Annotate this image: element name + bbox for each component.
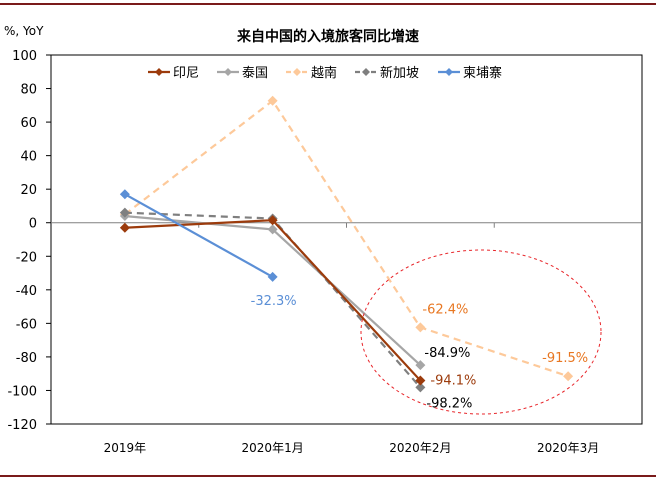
series-line-柬埔寨 [124,193,274,278]
legend-label: 新加坡 [380,65,419,81]
y-tick-label: -60 [16,317,37,332]
data-label: -94.1% [430,374,476,389]
data-point-印尼 [267,215,278,226]
y-tick-label: -80 [16,351,37,366]
legend-marker-印尼 [155,68,163,76]
x-tick-label: 2020年1月 [242,441,304,455]
data-point-柬埔寨 [267,271,278,282]
legend-label: 柬埔寨 [463,65,502,81]
top-rule [0,3,656,5]
legend-marker-柬埔寨 [445,68,453,76]
x-tick-label: 2020年3月 [537,441,599,455]
legend-label: 泰国 [242,66,268,81]
y-tick-label: 0 [29,217,37,232]
data-label: -32.3% [251,294,297,309]
y-tick-label: 20 [20,183,37,198]
data-point-越南 [563,371,574,382]
data-label: -62.4% [422,302,468,317]
data-point-柬埔寨 [119,189,130,200]
data-point-新加坡 [119,207,130,218]
y-tick-label: -120 [7,418,37,433]
data-point-泰国 [267,224,278,235]
y-tick-label: -20 [16,250,37,265]
plot-area [50,54,643,425]
y-tick-label: -100 [7,384,37,399]
data-point-越南 [267,95,278,106]
y-tick-label: -40 [16,284,37,299]
data-point-越南 [415,322,426,333]
data-point-泰国 [415,360,426,371]
chart-title: 来自中国的入境旅客同比增速 [236,28,419,45]
series-line-越南 [124,99,569,378]
legend-marker-泰国 [224,68,232,76]
legend-label: 越南 [311,65,337,81]
legend-marker-越南 [293,68,301,76]
data-point-新加坡 [415,382,426,393]
highlight-ellipse [360,249,602,415]
data-label: -84.9% [424,346,470,361]
data-label: -91.5% [542,351,588,366]
y-tick-label: 80 [20,83,37,98]
data-label: -98.2% [426,396,472,411]
y-tick-label: 100 [12,49,37,64]
y-tick-label: 40 [20,150,37,165]
y-axis-label: %, YoY [4,24,44,38]
x-tick-label: 2020年2月 [389,441,451,455]
x-tick-label: 2019年 [104,441,147,455]
bottom-rule [0,475,656,477]
legend-marker-新加坡 [362,68,370,76]
legend-label: 印尼 [173,66,199,81]
y-tick-label: 60 [20,116,37,131]
data-point-印尼 [415,375,426,386]
data-point-印尼 [119,222,130,233]
series-line-泰国 [124,214,422,366]
